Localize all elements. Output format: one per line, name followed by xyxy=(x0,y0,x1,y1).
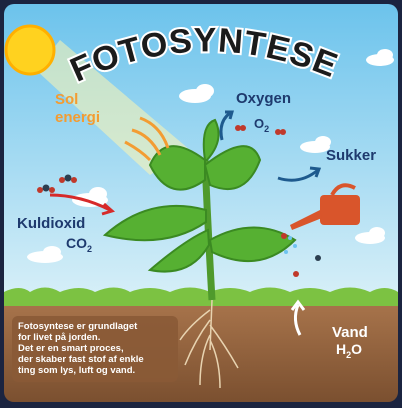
symbol: H xyxy=(336,341,346,357)
sun-energy-label: energi xyxy=(55,109,100,126)
symbol: CO xyxy=(66,235,87,251)
page: {"title": "FOTOSYNTESE", "labels": { "su… xyxy=(0,0,402,408)
oxygen-label: Oxygen xyxy=(236,90,291,107)
subscript: 2 xyxy=(264,124,269,134)
scene: FOTOSYNTESE Sol energi Oxygen O2 Sukker … xyxy=(4,4,398,404)
description-line: der skaber fast stof af enkle xyxy=(18,354,144,365)
description-line: Fotosyntese er grundlaget xyxy=(18,321,138,332)
sun-energy-label: Sol xyxy=(55,91,78,108)
symbol: O xyxy=(351,341,362,357)
description-line: ting som lys, luft og vand. xyxy=(18,365,135,376)
description-line: for livet på jorden. xyxy=(18,332,100,343)
symbol: O xyxy=(254,116,264,131)
description-line: Det er en smart proces, xyxy=(18,343,124,354)
poster: FOTOSYNTESE Sol energi Oxygen O2 Sukker … xyxy=(0,0,402,408)
subscript: 2 xyxy=(87,244,92,254)
sugar-label: Sukker xyxy=(326,147,376,164)
water-label: Vand xyxy=(332,324,368,341)
sun xyxy=(6,26,54,74)
co2-label: Kuldioxid xyxy=(17,215,85,232)
